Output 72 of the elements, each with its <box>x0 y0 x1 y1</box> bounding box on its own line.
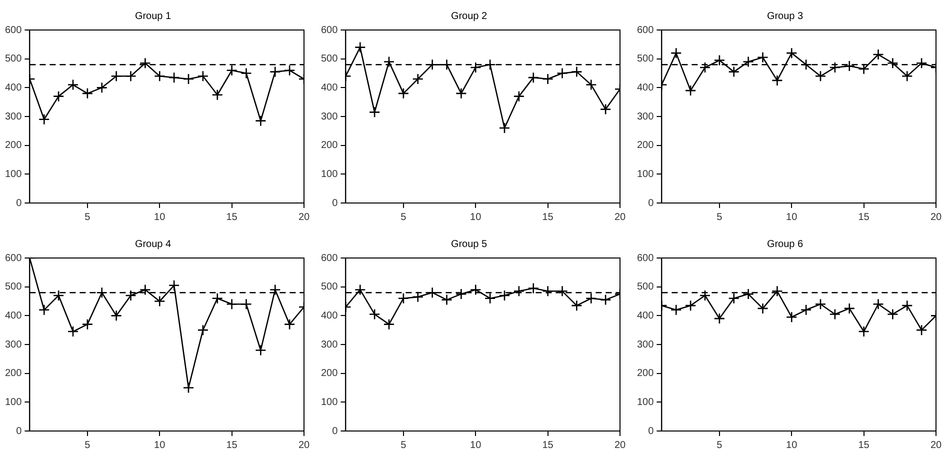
x-tick-label: 5 <box>400 440 407 451</box>
chart-title: Group 1 <box>134 10 172 22</box>
y-tick-label: 400 <box>636 310 654 322</box>
y-tick-label: 600 <box>320 252 338 264</box>
y-tick-label: 400 <box>4 310 22 322</box>
x-tick-label: 10 <box>786 212 798 223</box>
x-tick-label: 5 <box>84 440 91 451</box>
y-tick-label: 500 <box>4 282 22 293</box>
y-tick-label: 300 <box>4 111 22 122</box>
x-tick-label: 5 <box>716 212 723 223</box>
y-tick-label: 500 <box>320 54 338 65</box>
y-tick-label: 300 <box>320 339 338 350</box>
x-tick-label: 20 <box>298 212 310 223</box>
x-tick-label: 15 <box>226 440 238 451</box>
y-tick-label: 200 <box>636 368 654 380</box>
y-tick-label: 100 <box>320 396 338 408</box>
x-tick-label: 20 <box>298 440 310 451</box>
y-tick-label: 200 <box>636 140 654 152</box>
y-tick-label: 600 <box>4 24 22 36</box>
x-tick-label: 15 <box>542 440 554 451</box>
y-tick-label: 400 <box>4 82 22 94</box>
y-tick-label: 0 <box>648 198 654 209</box>
chart-title: Group 2 <box>450 10 488 22</box>
y-tick-label: 0 <box>16 198 22 209</box>
chart-title: Group 5 <box>450 238 488 250</box>
y-tick-label: 100 <box>320 168 338 180</box>
x-tick-label: 5 <box>716 440 723 451</box>
y-tick-label: 100 <box>4 396 22 408</box>
x-tick-label: 15 <box>858 440 870 451</box>
x-tick-label: 10 <box>786 440 798 451</box>
x-tick-label: 10 <box>470 212 482 223</box>
x-tick-label: 15 <box>858 212 870 223</box>
y-tick-label: 300 <box>636 111 654 122</box>
y-tick-label: 300 <box>4 339 22 350</box>
x-tick-label: 5 <box>400 212 407 223</box>
x-tick-label: 20 <box>930 440 942 451</box>
y-tick-label: 0 <box>16 426 22 437</box>
x-tick-label: 10 <box>154 212 166 223</box>
y-tick-label: 400 <box>636 82 654 94</box>
x-tick-label: 10 <box>470 440 482 451</box>
chart-title: Group 6 <box>766 238 804 250</box>
y-tick-label: 300 <box>320 111 338 122</box>
y-tick-label: 500 <box>320 282 338 293</box>
x-tick-label: 5 <box>84 212 91 223</box>
y-tick-label: 600 <box>4 252 22 264</box>
y-tick-label: 200 <box>4 368 22 380</box>
chart-title: Group 3 <box>766 10 804 22</box>
x-tick-label: 20 <box>930 212 942 223</box>
y-tick-label: 600 <box>636 24 654 36</box>
y-tick-label: 600 <box>320 24 338 36</box>
y-tick-label: 200 <box>320 368 338 380</box>
y-tick-label: 300 <box>636 339 654 350</box>
y-tick-label: 500 <box>4 54 22 65</box>
y-tick-label: 600 <box>636 252 654 264</box>
x-tick-label: 20 <box>614 212 626 223</box>
x-tick-label: 20 <box>614 440 626 451</box>
y-tick-label: 100 <box>4 168 22 180</box>
y-tick-label: 0 <box>648 426 654 437</box>
y-tick-label: 0 <box>332 198 338 209</box>
x-tick-label: 10 <box>154 440 166 451</box>
y-tick-label: 500 <box>636 282 654 293</box>
y-tick-label: 400 <box>320 82 338 94</box>
y-tick-label: 200 <box>4 140 22 152</box>
x-tick-label: 15 <box>226 212 238 223</box>
y-tick-label: 200 <box>320 140 338 152</box>
y-tick-label: 500 <box>636 54 654 65</box>
chart-title: Group 4 <box>134 238 172 250</box>
y-tick-label: 0 <box>332 426 338 437</box>
y-tick-label: 400 <box>320 310 338 322</box>
y-tick-label: 100 <box>636 396 654 408</box>
x-tick-label: 15 <box>542 212 554 223</box>
y-tick-label: 100 <box>636 168 654 180</box>
